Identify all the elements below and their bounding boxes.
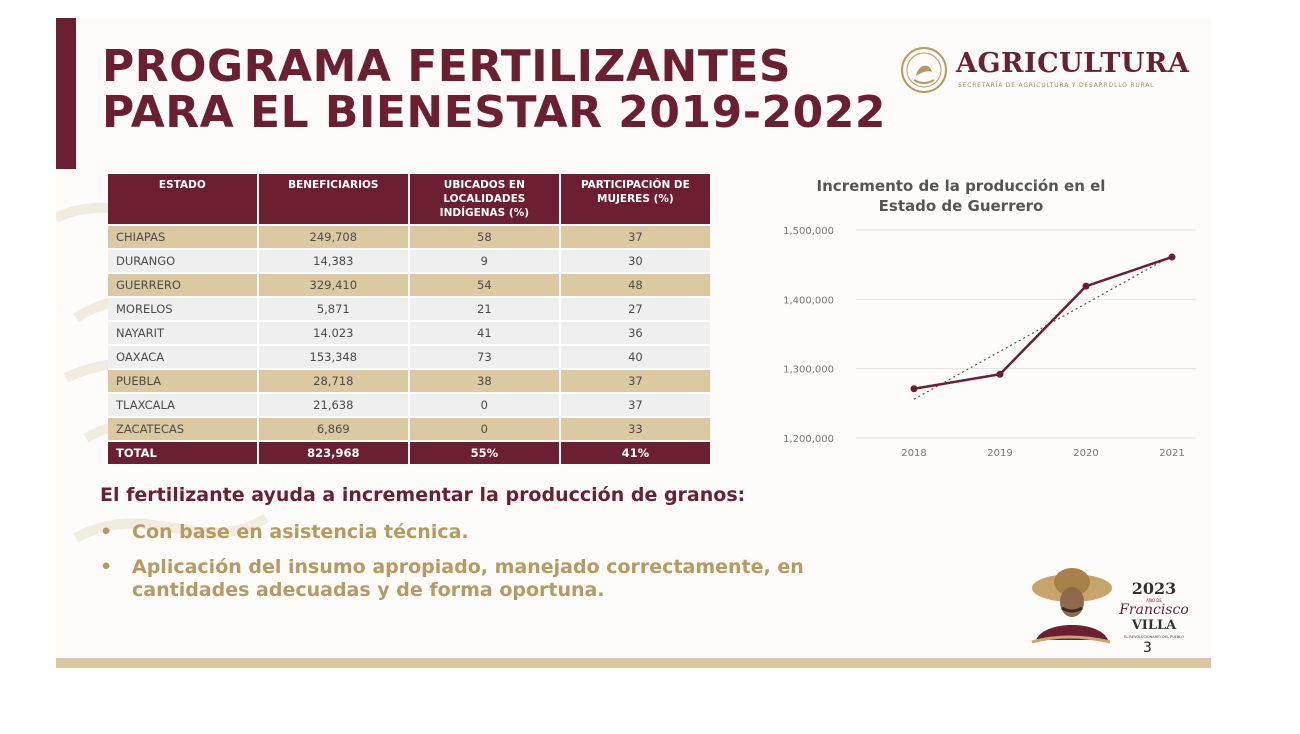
table-row: GUERRERO 329,410 54 48 — [108, 272, 710, 297]
cell-beneficiarios: 153,348 — [256, 344, 409, 369]
page-title: PROGRAMA FERTILIZANTES PARA EL BIENESTAR… — [102, 44, 886, 136]
title-accent-bar — [56, 18, 76, 169]
bullet-marker: • — [100, 556, 113, 578]
table-row: DURANGO 14,383 9 30 — [108, 248, 710, 273]
cell-mujeres: 40 — [558, 344, 710, 369]
chart-title-line-1: Incremento de la producción en el — [817, 177, 1106, 195]
villa-name-2: VILLA — [1131, 618, 1177, 633]
chart-data-point — [910, 385, 918, 393]
bullet-list: • Con base en asistencia técnica. • Apli… — [100, 521, 860, 614]
chart-data-point — [996, 370, 1004, 378]
cell-beneficiarios: 5,871 — [256, 296, 409, 321]
chart-title-line-2: Estado de Guerrero — [879, 197, 1044, 215]
text-heading: El fertilizante ayuda a incrementar la p… — [100, 484, 746, 506]
cell-mujeres: 37 — [558, 368, 710, 393]
beneficiaries-table: ESTADO BENEFICIARIOS UBICADOS EN LOCALID… — [108, 174, 710, 464]
cell-beneficiarios: 28,718 — [256, 368, 409, 393]
cell-beneficiarios: 6,869 — [256, 416, 409, 441]
bottom-rule — [56, 658, 1211, 668]
cell-estado: PUEBLA — [108, 368, 258, 393]
cell-total-beneficiarios: 823,968 — [256, 440, 409, 464]
cell-beneficiarios: 21,638 — [256, 392, 409, 417]
cell-estado: TLAXCALA — [108, 392, 258, 417]
col-header-beneficiarios: BENEFICIARIOS — [256, 174, 409, 225]
cell-indigenas: 0 — [407, 416, 560, 441]
bullet-text: Con base en asistencia técnica. — [132, 521, 469, 543]
villa-motto: EL REVOLUCIONARIO DEL PUEBLO — [1124, 635, 1184, 639]
cell-estado: ZACATECAS — [108, 416, 258, 441]
cell-indigenas: 41 — [407, 320, 560, 345]
cell-mujeres: 37 — [558, 392, 710, 417]
bullet-text: Aplicación del insumo apropiado, manejad… — [132, 556, 804, 601]
cell-mujeres: 36 — [558, 320, 710, 345]
table-row: ZACATECAS 6,869 0 33 — [108, 416, 710, 441]
chart-y-tick-label: 1,200,000 — [783, 434, 834, 445]
cell-mujeres: 33 — [558, 416, 710, 441]
chart-y-tick-label: 1,400,000 — [783, 295, 834, 306]
list-item: • Aplicación del insumo apropiado, manej… — [100, 556, 860, 602]
cell-indigenas: 58 — [407, 224, 560, 249]
bullet-marker: • — [100, 521, 113, 543]
chart-x-tick-label: 2020 — [1073, 448, 1098, 459]
col-header-mujeres: PARTICIPACIÓN DE MUJERES (%) — [558, 174, 710, 225]
villa-name-1: Francisco — [1118, 602, 1188, 618]
national-seal-icon — [901, 47, 947, 93]
villa-year: 2023 — [1132, 579, 1177, 598]
cell-indigenas: 38 — [407, 368, 560, 393]
slide: PROGRAMA FERTILIZANTES PARA EL BIENESTAR… — [56, 18, 1211, 668]
chart-trendline — [913, 255, 1173, 400]
cell-mujeres: 27 — [558, 296, 710, 321]
chart-y-tick-label: 1,500,000 — [783, 226, 834, 237]
chart-y-tick-label: 1,300,000 — [783, 365, 834, 376]
chart-x-tick-label: 2021 — [1159, 448, 1184, 459]
cell-mujeres: 30 — [558, 248, 710, 273]
cell-estado: CHIAPAS — [108, 224, 258, 249]
cell-indigenas: 9 — [407, 248, 560, 273]
table-total-row: TOTAL 823,968 55% 41% — [108, 440, 710, 464]
chart-data-point — [1082, 282, 1090, 290]
chart-data-point — [1168, 253, 1176, 261]
chart-x-tick-label: 2019 — [987, 448, 1012, 459]
col-header-estado: ESTADO — [108, 174, 258, 225]
cell-beneficiarios: 249,708 — [256, 224, 409, 249]
chart-series-line — [913, 255, 1173, 391]
logo-name: AGRICULTURA — [956, 48, 1190, 79]
cell-total-mujeres: 41% — [558, 440, 710, 464]
cell-indigenas: 0 — [407, 392, 560, 417]
cell-mujeres: 48 — [558, 272, 710, 297]
cell-estado: GUERRERO — [108, 272, 258, 297]
villa-small-text: AÑO DE — [1146, 598, 1162, 603]
cell-total-indigenas: 55% — [407, 440, 560, 464]
table-row: OAXACA 153,348 73 40 — [108, 344, 710, 369]
title-line-2: PARA EL BIENESTAR 2019-2022 — [102, 87, 886, 138]
table-row: MORELOS 5,871 21 27 — [108, 296, 710, 321]
cell-estado: DURANGO — [108, 248, 258, 273]
cell-beneficiarios: 14,383 — [256, 248, 409, 273]
cell-indigenas: 54 — [407, 272, 560, 297]
cell-indigenas: 73 — [407, 344, 560, 369]
agricultura-logo: AGRICULTURA SECRETARÍA DE AGRICULTURA Y … — [900, 46, 1211, 98]
col-header-indigenas: UBICADOS EN LOCALIDADES INDÍGENAS (%) — [407, 174, 560, 225]
table-row: TLAXCALA 21,638 0 37 — [108, 392, 710, 417]
logo-subtitle: SECRETARÍA DE AGRICULTURA Y DESARROLLO R… — [958, 82, 1155, 89]
cell-indigenas: 21 — [407, 296, 560, 321]
cell-mujeres: 37 — [558, 224, 710, 249]
table-row: PUEBLA 28,718 38 37 — [108, 368, 710, 393]
table-header-row: ESTADO BENEFICIARIOS UBICADOS EN LOCALID… — [108, 174, 710, 225]
list-item: • Con base en asistencia técnica. — [100, 521, 860, 544]
cell-estado: OAXACA — [108, 344, 258, 369]
villa-2023-logo: 2023 AÑO DE Francisco VILLA EL REVOLUCIO… — [1031, 568, 1188, 644]
cell-beneficiarios: 329,410 — [256, 272, 409, 297]
cell-estado: MORELOS — [108, 296, 258, 321]
title-line-1: PROGRAMA FERTILIZANTES — [102, 41, 792, 92]
chart-x-tick-label: 2018 — [901, 448, 926, 459]
production-line-chart: Incremento de la producción en el Estado… — [783, 177, 1196, 459]
page-number: 3 — [1143, 640, 1152, 656]
table-row: CHIAPAS 249,708 58 37 — [108, 224, 710, 249]
table-row: NAYARIT 14.023 41 36 — [108, 320, 710, 345]
cell-estado: NAYARIT — [108, 320, 258, 345]
cell-total-label: TOTAL — [108, 440, 258, 464]
cell-beneficiarios: 14.023 — [256, 320, 409, 345]
